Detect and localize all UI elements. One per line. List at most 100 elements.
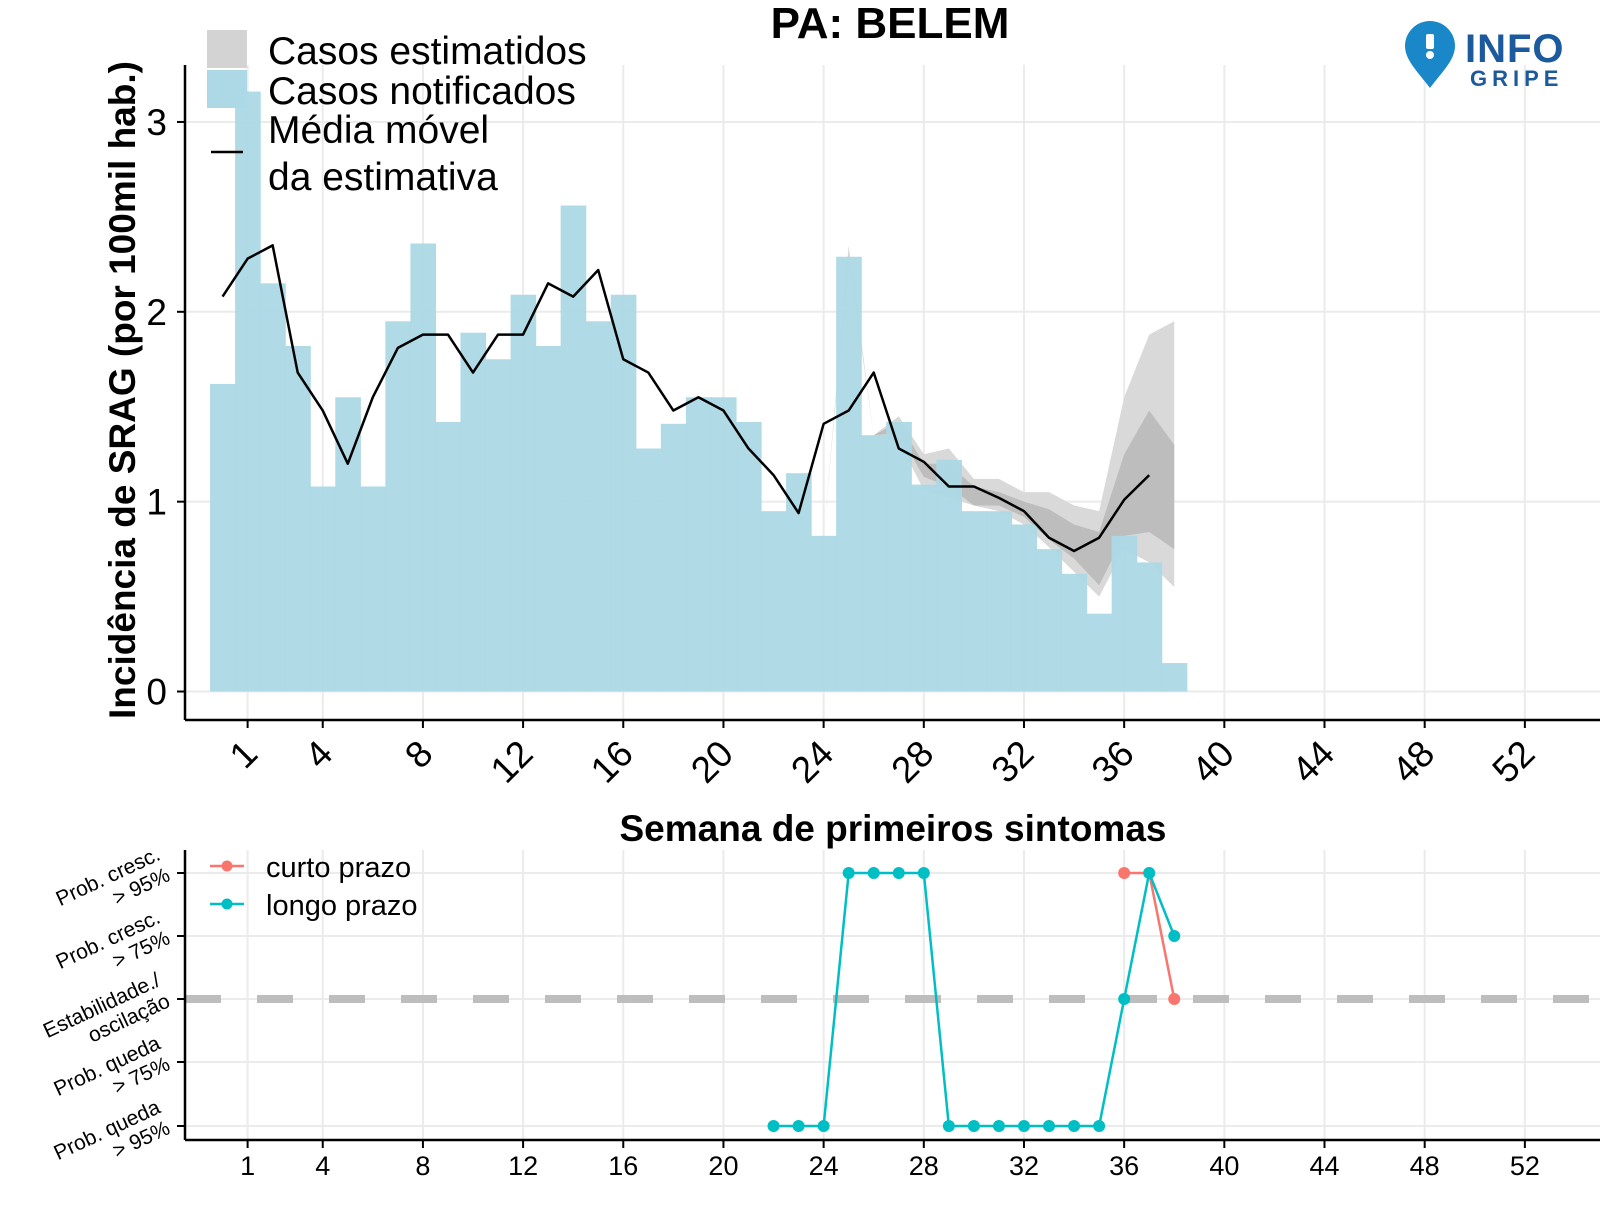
- longo-prazo-point: [892, 867, 905, 879]
- chart-title: PA: BELEM: [771, 0, 1010, 48]
- notified-bar: [761, 511, 787, 692]
- notified-bar: [786, 473, 812, 692]
- trend-x-tick-label: 12: [508, 1151, 538, 1181]
- trend-x-tick-label: 28: [909, 1151, 939, 1181]
- notified-bars: [210, 91, 1188, 692]
- trend-x-tick-label: 20: [708, 1151, 738, 1181]
- exclamation-dot-icon: [1426, 51, 1434, 59]
- x-tick-label: 32: [984, 733, 1042, 791]
- trend-x-tick-label: 40: [1209, 1151, 1239, 1181]
- trend-x-tick-label: 32: [1009, 1151, 1039, 1181]
- x-tick-label: 40: [1184, 733, 1242, 791]
- longo-prazo-point: [967, 1120, 980, 1132]
- notified-bar: [1036, 549, 1063, 692]
- x-tick-label: 28: [883, 733, 941, 791]
- x-tick-label: 44: [1284, 733, 1342, 791]
- main-legend: Casos estimatidos Casos notificados Médi…: [207, 30, 587, 199]
- longo-prazo-point: [992, 1120, 1005, 1132]
- notified-bar: [660, 423, 687, 692]
- moving-average-polyline: [221, 244, 1151, 553]
- x-axis-title: Semana de primeiros sintomas: [620, 808, 1167, 849]
- trend-x-tick-label: 36: [1109, 1151, 1139, 1181]
- trend-x-tick-label: 48: [1410, 1151, 1440, 1181]
- exclamation-mark-icon: [1426, 34, 1434, 49]
- legend-label-curto-prazo: curto prazo: [266, 852, 411, 884]
- infogripe-logo: INFO GRIPE: [1405, 21, 1565, 91]
- logo-info-text: INFO: [1465, 27, 1565, 71]
- x-tick-label: 8: [397, 733, 441, 777]
- notified-bar: [886, 421, 912, 692]
- notified-bar: [1136, 562, 1163, 692]
- x-tick-label: 4: [297, 733, 341, 777]
- x-tick-label: 36: [1084, 733, 1142, 791]
- longo-prazo-point: [1143, 867, 1156, 879]
- notified-bar: [685, 397, 712, 692]
- notified-bar: [410, 243, 437, 692]
- legend-label-estimated: Casos estimatidos: [268, 30, 587, 73]
- notified-bar: [610, 294, 637, 692]
- x-tick-label: 24: [783, 733, 841, 791]
- notified-bar: [1161, 663, 1188, 692]
- legend-swatch-estimated: [207, 30, 247, 68]
- y-axis-title: Incidência de SRAG (por 100mil hab.): [102, 61, 143, 719]
- legend-swatch-notified: [207, 70, 247, 108]
- notified-bar: [285, 345, 311, 692]
- notified-bar: [936, 459, 962, 692]
- notified-bar: [1011, 524, 1038, 692]
- notified-bar: [560, 205, 587, 692]
- notified-bar: [485, 359, 512, 692]
- notified-bar: [635, 448, 662, 692]
- notified-bar: [535, 345, 562, 692]
- notified-bar: [310, 486, 336, 692]
- trend-legend: curto prazo longo prazo: [210, 852, 418, 922]
- notified-bar: [961, 511, 988, 692]
- notified-bar: [360, 486, 386, 692]
- notified-bar: [1086, 613, 1113, 692]
- trend-x-tick-label: 24: [809, 1151, 839, 1181]
- legend-label-moving-average: Média móvel: [268, 109, 489, 152]
- curto-prazo-point: [1118, 867, 1131, 879]
- notified-bar: [385, 321, 411, 692]
- trend-x-tick-label: 52: [1510, 1151, 1540, 1181]
- notified-bar: [811, 535, 837, 692]
- longo-prazo-point: [842, 867, 855, 879]
- longo-prazo-point: [1068, 1120, 1081, 1132]
- notified-bar: [585, 321, 612, 692]
- logo-gripe-text: GRIPE: [1470, 66, 1563, 91]
- estimate-band: [823, 245, 1175, 597]
- y-tick-label: 2: [146, 292, 167, 333]
- trend-lines: [767, 867, 1181, 1132]
- y-tick-label: 3: [146, 102, 167, 143]
- legend-label-notified: Casos notificados: [268, 70, 576, 113]
- curto-prazo-point: [1168, 993, 1181, 1005]
- y-tick-label: 0: [146, 672, 167, 713]
- notified-bar: [710, 397, 737, 692]
- longo-prazo-point: [817, 1120, 830, 1132]
- x-tick-label: 12: [483, 733, 541, 791]
- longo-prazo-point: [792, 1120, 805, 1132]
- notified-bar: [435, 421, 462, 692]
- notified-bar: [460, 332, 487, 692]
- trend-x-tick-label: 8: [415, 1151, 430, 1181]
- legend-label-longo-prazo: longo prazo: [266, 890, 418, 922]
- trend-axes: [183, 850, 1600, 1142]
- notified-bar: [1111, 535, 1138, 692]
- x-tick-label: 1: [222, 733, 266, 777]
- notified-bar: [735, 421, 762, 692]
- notified-bar: [235, 91, 261, 692]
- main-grid: [185, 65, 1600, 720]
- notified-bar: [510, 294, 537, 692]
- trend-x-tick-label: 1: [240, 1151, 255, 1181]
- longo-prazo-point: [1118, 993, 1131, 1005]
- moving-average-line: [221, 244, 1151, 553]
- x-tick-label: 52: [1484, 733, 1542, 791]
- legend-marker-curto-prazo: [221, 860, 233, 872]
- longo-prazo-point: [942, 1120, 955, 1132]
- notified-bar: [260, 283, 286, 692]
- estimate-band-outer: [823, 245, 1175, 597]
- longo-prazo-point: [1168, 930, 1181, 942]
- y-tick-label: 1: [146, 482, 167, 523]
- trend-x-tick-label: 44: [1309, 1151, 1339, 1181]
- x-tick-label: 16: [583, 733, 641, 791]
